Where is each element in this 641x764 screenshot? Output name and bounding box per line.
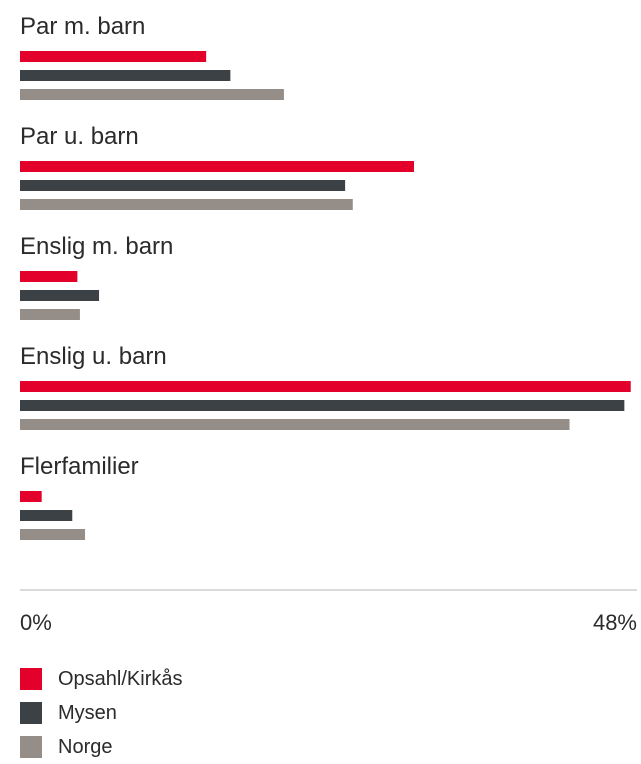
bar-norge-par-m-barn — [20, 89, 284, 100]
bar-mysen-par-u-barn — [20, 180, 346, 191]
legend-swatch-opsahl — [20, 668, 42, 690]
legend-label-opsahl: Opsahl/Kirkås — [58, 667, 183, 690]
bar-mysen-enslig-u-barn — [20, 400, 625, 411]
bars-layer: Par m. barn Par u. barn Enslig m. barn Ensl… — [20, 13, 631, 540]
bar-opsahl-kirkas-enslig-m-barn — [20, 271, 78, 282]
category-label: Par m. barn — [20, 13, 145, 40]
bar-opsahl-kirkas-par-m-barn — [20, 51, 207, 62]
legend-label-mysen: Mysen — [58, 701, 117, 724]
bar-norge-enslig-u-barn — [20, 419, 570, 430]
bar-mysen-enslig-m-barn — [20, 290, 100, 301]
bar-group-par-u-barn: Par u. barn — [20, 123, 414, 210]
bar-mysen-flerfamilier — [20, 510, 73, 521]
category-label: Enslig m. barn — [20, 233, 173, 260]
legend-item-norge: Norge — [20, 730, 183, 764]
bar-group-flerfamilier: Flerfamilier — [20, 453, 139, 540]
bar-norge-enslig-m-barn — [20, 309, 80, 320]
legend-swatch-norge — [20, 736, 42, 758]
bar-group-enslig-u-barn: Enslig u. barn — [20, 343, 631, 430]
legend: Opsahl/Kirkås Mysen Norge — [20, 662, 183, 764]
category-label: Flerfamilier — [20, 453, 139, 480]
x-tick-label-min: 0% — [20, 610, 52, 635]
bar-norge-par-u-barn — [20, 199, 353, 210]
bar-group-par-m-barn: Par m. barn — [20, 13, 284, 100]
legend-label-norge: Norge — [58, 735, 113, 758]
bar-norge-flerfamilier — [20, 529, 86, 540]
legend-item-mysen: Mysen — [20, 696, 183, 730]
category-label: Enslig u. barn — [20, 343, 167, 370]
bar-group-enslig-m-barn: Enslig m. barn — [20, 233, 173, 320]
legend-item-opsahl: Opsahl/Kirkås — [20, 662, 183, 696]
legend-swatch-mysen — [20, 702, 42, 724]
x-tick-label-max: 48% — [593, 610, 637, 635]
category-label: Par u. barn — [20, 123, 139, 150]
bar-opsahl-kirkas-par-u-barn — [20, 161, 414, 172]
bar-mysen-par-m-barn — [20, 70, 231, 81]
bar-opsahl-kirkas-enslig-u-barn — [20, 381, 631, 392]
bar-opsahl-kirkas-flerfamilier — [20, 491, 42, 502]
